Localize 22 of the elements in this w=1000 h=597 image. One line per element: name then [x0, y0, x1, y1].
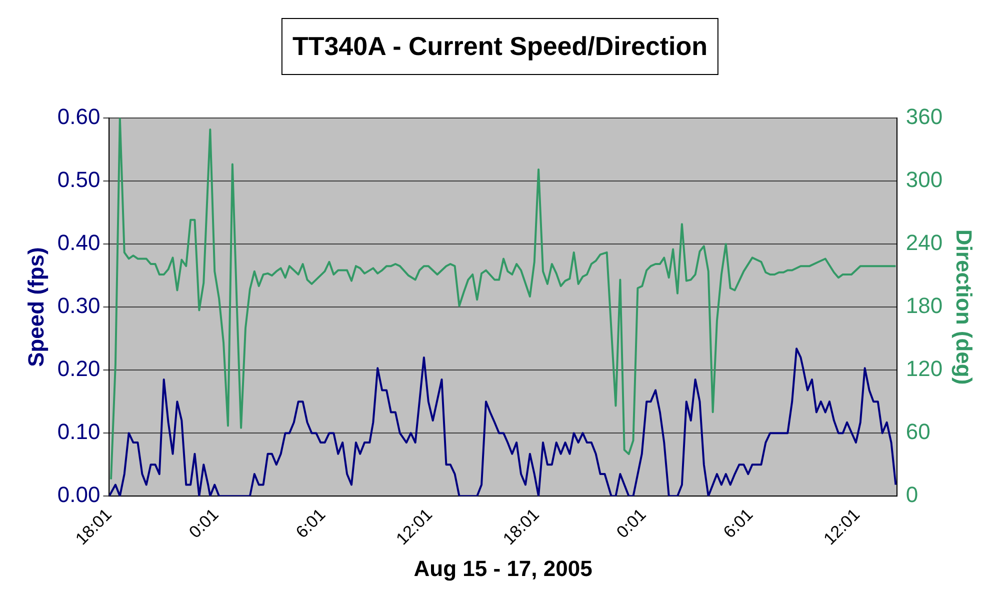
y2-axis-title: Direction (deg): [952, 229, 977, 385]
x-tick-label: 0:01: [612, 505, 650, 542]
y-tick-label: 0.60: [57, 104, 100, 130]
x-tick-label: 0:01: [185, 505, 222, 542]
y2-tick-label: 60: [906, 419, 930, 444]
y-tick-label: 0.20: [57, 356, 100, 382]
y-tick-label: 0.10: [57, 419, 100, 444]
y2-tick-label: 360: [906, 104, 943, 130]
y-axis-title: Speed (fps): [23, 247, 48, 367]
y-tick-label: 0.30: [57, 293, 100, 318]
y-tick-label: 0.00: [57, 482, 100, 508]
y2-tick-label: 0: [906, 482, 918, 508]
y-tick-label: 0.50: [57, 167, 100, 192]
x-tick-label: 6:01: [720, 505, 757, 542]
y2-tick-label: 120: [906, 356, 943, 382]
y2-tick-label: 180: [906, 293, 943, 318]
chart-title: TT340A - Current Speed/Direction: [281, 18, 719, 75]
x-tick-label: 6:01: [292, 505, 330, 542]
y-tick-label: 0.40: [57, 230, 100, 256]
x-axis-title: Aug 15 - 17, 2005: [414, 556, 592, 581]
y2-tick-label: 240: [906, 230, 943, 256]
y2-tick-label: 300: [906, 167, 943, 192]
